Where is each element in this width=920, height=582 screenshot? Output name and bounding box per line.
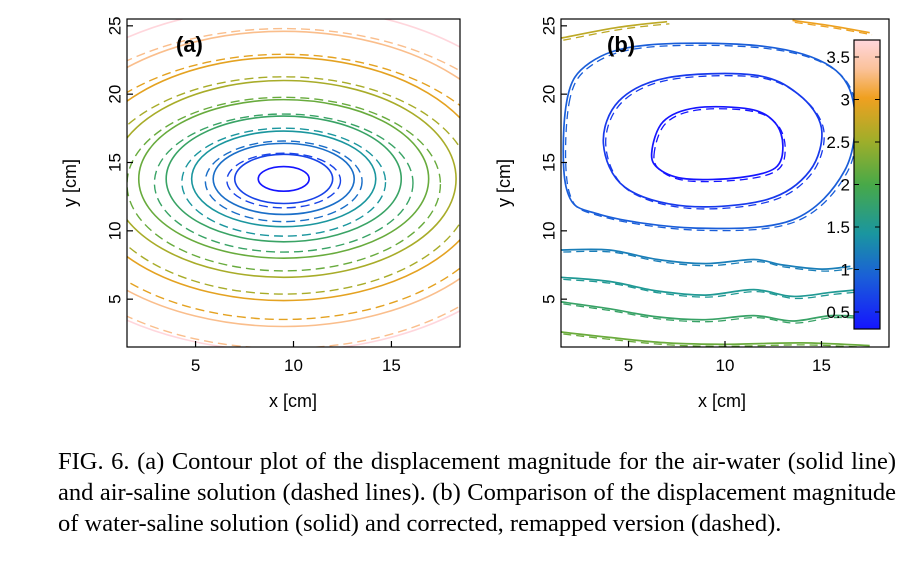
panel-b-dashed-contour xyxy=(653,108,786,183)
panel-b-ylabel: y [cm] xyxy=(494,159,514,207)
panel-a-ytick-label: 20 xyxy=(106,85,125,104)
panel-b-ytick-label: 15 xyxy=(540,153,559,172)
panel-b-dashed-contour xyxy=(564,44,859,232)
panel-a-dashed-contour xyxy=(204,140,363,223)
panel-b-solid-contour xyxy=(561,276,861,298)
panel-b-dashed-contour xyxy=(563,303,873,324)
panel-a-label: (a) xyxy=(176,32,203,57)
panel-a-solid-contour xyxy=(127,79,457,279)
panel-a-xlabel: x [cm] xyxy=(269,391,317,411)
colorbar-tick-label: 1 xyxy=(841,261,850,280)
colorbar-tick-label: 2 xyxy=(841,176,850,195)
panel-a-solid-contour xyxy=(127,56,460,302)
colorbar-ticks: 0.5 1 1.5 2 2.5 3 3.5 xyxy=(826,48,880,322)
panel-a-ylabel: y [cm] xyxy=(60,159,80,207)
panel-a-dashed-contour xyxy=(127,76,460,295)
panel-a-ytick-label: 25 xyxy=(106,16,125,35)
panel-a-dashed-contour xyxy=(127,53,460,321)
panel-a-dashed-contour xyxy=(226,152,342,209)
panel-b-dashed-contour xyxy=(563,278,863,300)
panel-a-solid-contour xyxy=(137,98,430,259)
panel-b-label: (b) xyxy=(607,32,635,57)
panel-b-dashed-contour xyxy=(605,74,825,210)
colorbar-tick-label: 0.5 xyxy=(826,303,850,322)
panel-b-dashed-contour xyxy=(563,250,853,272)
colorbar-tick-label: 3 xyxy=(841,91,850,110)
panel-b-xtick-label: 15 xyxy=(812,356,831,375)
figure-caption: FIG. 6. (a) Contour plot of the displace… xyxy=(58,448,896,537)
panel-a-solid-contour xyxy=(165,115,403,243)
panel-b-solid-contour xyxy=(561,331,870,347)
panel-b-xtick-label: 10 xyxy=(716,356,735,375)
panel-a-ytick-label: 10 xyxy=(106,221,125,240)
colorbar-tick-label: 3.5 xyxy=(826,48,850,67)
panel-b-solid-contour xyxy=(561,248,851,270)
panel-a-solid-contour xyxy=(257,165,310,192)
panel-b-dashed-contour xyxy=(794,21,873,36)
figure-6: 5 10 15 5 10 15 20 25 (a) x [cm] y [cm] 5 10 15 5 1… xyxy=(60,16,890,411)
panel-b-ytick-label: 20 xyxy=(540,85,559,104)
panel-b-xtick-label: 5 xyxy=(624,356,633,375)
panel-a-solid-contour xyxy=(212,142,356,216)
panel-a-frame xyxy=(126,18,461,348)
colorbar-tick-label: 2.5 xyxy=(826,133,850,152)
colorbar: 0.5 1 1.5 2 2.5 3 3.5 xyxy=(826,39,881,330)
panel-b-ticks: 5 10 15 5 10 15 20 25 xyxy=(540,16,831,375)
panel-b-solid-contour xyxy=(561,20,668,39)
panel-b-xlabel: x [cm] xyxy=(698,391,746,411)
panel-a: 5 10 15 5 10 15 20 25 (a) x [cm] y [cm] xyxy=(60,16,461,411)
panel-a-contours xyxy=(127,19,460,347)
panel-a-ticks: 5 10 15 5 10 15 20 25 xyxy=(106,16,401,375)
panel-a-solid-contour xyxy=(127,19,460,347)
panel-b-solid-contour xyxy=(562,42,856,230)
panel-b-dashed-contour xyxy=(563,23,670,41)
panel-a-solid-contour xyxy=(233,153,334,205)
panel-a-xtick-label: 15 xyxy=(382,356,401,375)
colorbar-tick-label: 1.5 xyxy=(826,218,850,237)
panel-b-solid-contour xyxy=(792,19,870,34)
panel-a-solid-contour xyxy=(127,30,460,328)
panel-a-dashed-contour xyxy=(153,113,414,253)
panel-b-ytick-label: 5 xyxy=(540,294,559,303)
panel-a-xtick-label: 5 xyxy=(191,356,200,375)
panel-a-ytick-label: 15 xyxy=(106,153,125,172)
panel-a-dashed-contour xyxy=(181,127,387,237)
panel-b-ytick-label: 10 xyxy=(540,221,559,240)
panel-a-solid-contour xyxy=(190,130,377,228)
panel-b-dashed-contour xyxy=(563,333,871,347)
panel-b-contours xyxy=(561,19,873,347)
panel-b: 5 10 15 5 10 15 20 25 (b) x [cm] y [cm] 0.5 1 1.5… xyxy=(494,16,890,411)
panel-b-solid-contour xyxy=(561,301,870,322)
panel-b-ytick-label: 25 xyxy=(540,16,559,35)
panel-a-dashed-contour xyxy=(127,96,442,272)
panel-b-solid-contour xyxy=(602,72,823,208)
panel-a-ytick-label: 5 xyxy=(106,294,125,303)
panel-a-xtick-label: 10 xyxy=(284,356,303,375)
panel-b-solid-contour xyxy=(650,105,784,181)
